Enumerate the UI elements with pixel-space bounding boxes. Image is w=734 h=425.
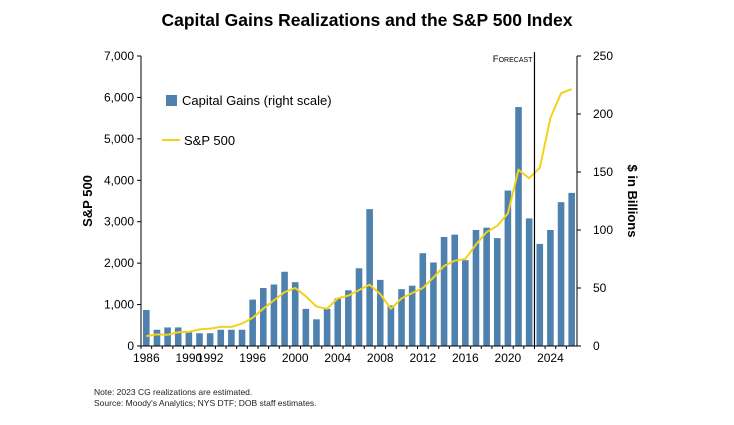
y-left-tick-label: 5,000 [104,132,134,146]
bar-1989 [174,327,182,346]
forecast-label: Forecast [493,54,533,65]
axes-layer: 0 1,000 2,000 3,000 4,000 5,000 6,000 7,000 0 50 1… [80,49,640,365]
y-left-axis-title: S&P 500 [80,175,95,227]
bar-2022 [525,218,533,346]
bar-1991 [196,333,203,346]
bar-2004 [334,298,342,346]
legend-bar-swatch [166,95,177,106]
bar-2005 [345,290,352,346]
y-right-tick-label: 100 [593,223,613,237]
y-left-tick-label: 2,000 [104,256,134,270]
x-tick-label: 2016 [452,351,479,365]
y-right-axis-title: $ in Billions [625,165,640,238]
bar-2010 [398,289,405,346]
bar-2003 [323,308,331,346]
bar-1997 [259,288,267,346]
bar-2023 [536,243,544,346]
bar-2001 [302,308,310,346]
bar-1993 [217,329,225,346]
x-tick-label: 1992 [197,351,224,365]
bar-2013 [430,262,437,346]
bar-2025 [557,202,565,346]
y-right-tick-label: 0 [593,339,600,353]
chart-note: Note: 2023 CG realizations are estimated… [94,387,253,397]
bar-2006 [355,268,363,346]
y-right-tick-label: 250 [593,49,613,63]
y-left-tick-label: 1,000 [104,298,134,312]
bar-2008 [376,279,384,346]
bar-1998 [270,284,278,346]
bar-2007 [366,209,373,346]
sp500-line [146,88,573,338]
bar-2000 [291,282,299,346]
y-left-tick-label: 0 [127,339,134,353]
bar-2012 [419,253,427,346]
legend-bar-label: Capital Gains (right scale) [182,93,332,108]
bar-2021 [515,107,522,346]
bar-1996 [249,299,256,346]
bar-2002 [313,319,320,346]
bar-1988 [164,327,171,346]
x-tick-label: 2024 [537,351,564,365]
y-left-tick-label: 7,000 [104,49,134,63]
line-layer [146,88,573,338]
x-tick-label: 2008 [367,351,394,365]
x-tick-label: 2012 [409,351,436,365]
legend-line-label: S&P 500 [184,133,235,148]
y-left-tick-label: 6,000 [104,90,134,104]
bar-1999 [281,271,288,346]
x-tick-label: 2020 [495,351,522,365]
bar-2020 [504,190,512,346]
x-tick-label: 1986 [133,351,160,365]
bar-1992 [206,333,214,346]
bar-2014 [440,236,448,346]
chart-title: Capital Gains Realizations and the S&P 5… [161,10,572,30]
x-tick-label: 1990 [176,351,203,365]
x-tick-label: 1996 [239,351,266,365]
y-left-tick-label: 3,000 [104,215,134,229]
bar-2018 [483,227,490,346]
y-right-tick-label: 50 [593,281,607,295]
bar-2011 [408,285,416,346]
y-right-tick-label: 200 [593,107,613,121]
bar-2026 [568,192,575,346]
bar-2017 [472,230,480,346]
bar-2024 [547,230,554,346]
bar-1994 [228,329,235,346]
bar-2015 [451,234,459,346]
bar-2019 [493,238,501,346]
y-left-tick-label: 4,000 [104,173,134,187]
bar-1986 [143,310,150,346]
legend: Capital Gains (right scale) S&P 500 [162,93,332,148]
x-tick-label: 2000 [282,351,309,365]
chart-source: Source: Moody's Analytics; NYS DTF; DOB … [94,398,317,408]
bar-2009 [387,305,395,346]
y-right-tick-label: 150 [593,165,613,179]
bar-1990 [185,332,193,346]
bar-1987 [153,329,161,346]
bar-1995 [238,329,246,346]
x-tick-label: 2004 [324,351,351,365]
bar-2016 [462,260,469,346]
bars-layer [143,107,575,346]
